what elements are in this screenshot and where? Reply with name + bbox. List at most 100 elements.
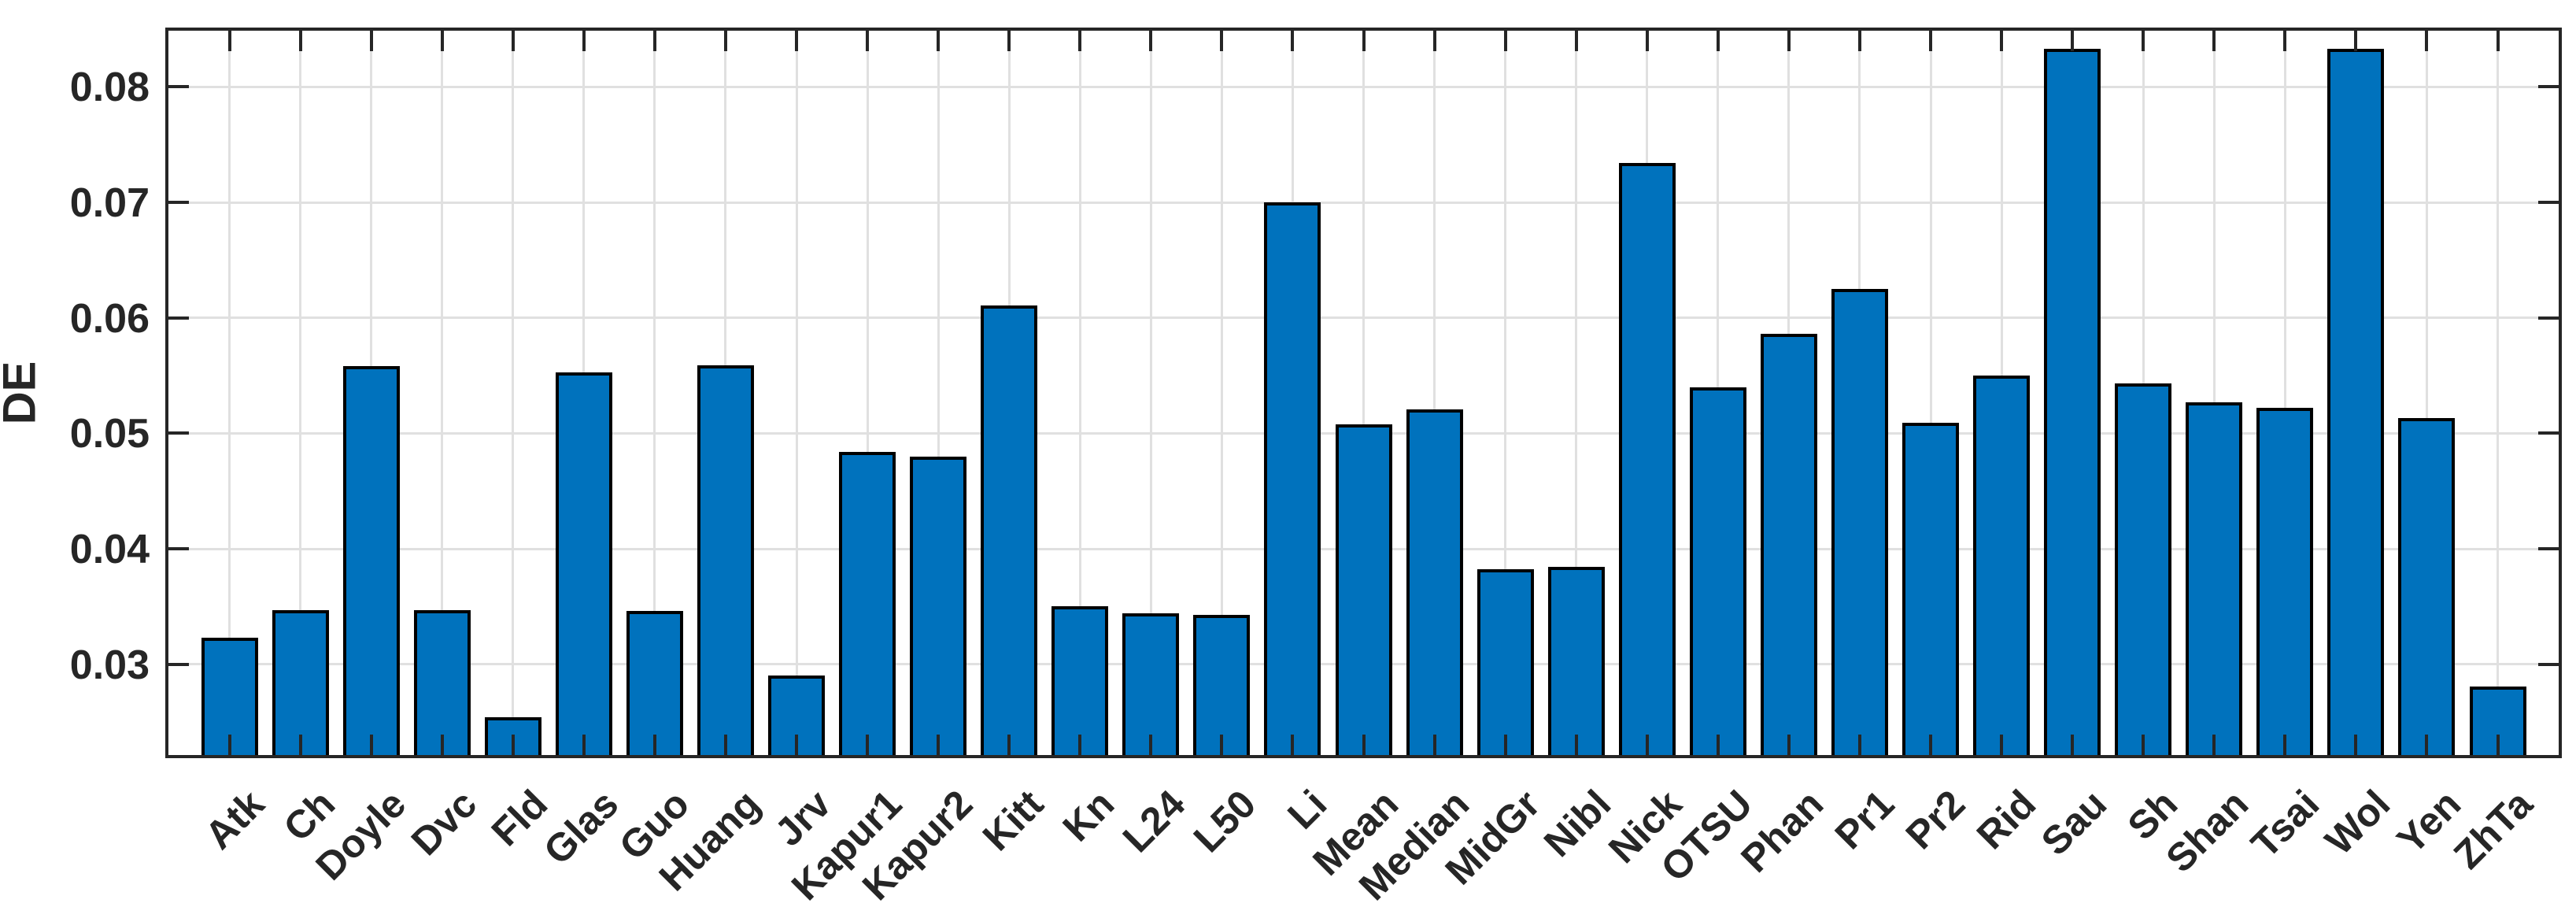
y-tick-right bbox=[2538, 85, 2559, 89]
x-tick-bottom bbox=[1787, 735, 1791, 755]
bar-Phan bbox=[1760, 334, 1817, 757]
x-gridline bbox=[866, 31, 869, 755]
x-gridline bbox=[795, 31, 798, 755]
bar-Median bbox=[1406, 409, 1463, 757]
bar-Nick bbox=[1618, 163, 1676, 757]
x-tick-top bbox=[937, 31, 941, 51]
bar-Li bbox=[1264, 202, 1321, 757]
x-tick-top bbox=[1220, 31, 1224, 51]
bar-Pr2 bbox=[1902, 423, 1959, 757]
x-tick-bottom bbox=[440, 735, 444, 755]
x-tick-bottom bbox=[1291, 735, 1295, 755]
x-tick-bottom bbox=[795, 735, 798, 755]
x-tick-bottom bbox=[1432, 735, 1436, 755]
bar-ZhTa bbox=[2469, 686, 2526, 757]
x-tick-top bbox=[1787, 31, 1791, 51]
x-gridline bbox=[1504, 31, 1507, 755]
bar-OTSU bbox=[1689, 387, 1746, 757]
x-tick-bottom bbox=[2496, 735, 2500, 755]
x-gridline bbox=[1078, 31, 1081, 755]
x-tick-bottom bbox=[723, 735, 727, 755]
bar-Shan bbox=[2186, 402, 2243, 757]
x-tick-top bbox=[369, 31, 373, 51]
y-tick-left bbox=[168, 85, 189, 89]
x-gridline bbox=[441, 31, 444, 755]
x-tick-top bbox=[2000, 31, 2004, 51]
x-gridline bbox=[2425, 31, 2428, 755]
x-tick-bottom bbox=[298, 735, 302, 755]
y-tick-label: 0.07 bbox=[69, 180, 150, 226]
x-tick-top bbox=[2425, 31, 2429, 51]
bar-Huang bbox=[697, 365, 754, 757]
x-tick-bottom bbox=[1574, 735, 1578, 755]
x-tick-bottom bbox=[652, 735, 656, 755]
bar-Sau bbox=[2044, 48, 2101, 757]
y-tick-right bbox=[2538, 431, 2559, 435]
x-gridline bbox=[2212, 31, 2216, 755]
plot-area-border bbox=[165, 28, 2562, 758]
x-tick-bottom bbox=[227, 735, 231, 755]
x-tick-bottom bbox=[2000, 735, 2004, 755]
bar-Nibl bbox=[1547, 567, 1605, 757]
x-tick-bottom bbox=[2212, 735, 2216, 755]
bar-L24 bbox=[1122, 613, 1180, 757]
bar-Doyle bbox=[342, 366, 400, 757]
x-tick-top bbox=[2212, 31, 2216, 51]
x-tick-bottom bbox=[1362, 735, 1366, 755]
y-tick-label: 0.08 bbox=[69, 65, 150, 111]
y-tick-label: 0.06 bbox=[69, 295, 150, 342]
bar-Kitt bbox=[981, 305, 1038, 757]
x-gridline bbox=[1433, 31, 1436, 755]
x-tick-top bbox=[1857, 31, 1861, 51]
x-tick-top bbox=[1149, 31, 1153, 51]
bar-Rid bbox=[1973, 376, 2031, 757]
x-tick-top bbox=[1716, 31, 1720, 51]
x-tick-bottom bbox=[2283, 735, 2287, 755]
x-tick-bottom bbox=[1220, 735, 1224, 755]
y-tick-right bbox=[2538, 547, 2559, 550]
x-tick-top bbox=[652, 31, 656, 51]
y-tick-left bbox=[168, 431, 189, 435]
x-tick-bottom bbox=[2354, 735, 2358, 755]
x-tick-top bbox=[1503, 31, 1507, 51]
y-tick-label: 0.03 bbox=[69, 642, 150, 688]
x-gridline bbox=[1929, 31, 1932, 755]
x-tick-top bbox=[723, 31, 727, 51]
x-tick-bottom bbox=[937, 735, 941, 755]
bar-Kapur1 bbox=[839, 451, 896, 757]
bar-MidGr bbox=[1476, 569, 1534, 757]
x-tick-top bbox=[866, 31, 870, 51]
x-gridline bbox=[1575, 31, 1578, 755]
bar-Sh bbox=[2115, 383, 2172, 757]
x-tick-top bbox=[1929, 31, 1932, 51]
bar-Mean bbox=[1335, 424, 1392, 757]
bar-Guo bbox=[626, 611, 683, 757]
y-tick-right bbox=[2538, 662, 2559, 666]
x-tick-bottom bbox=[369, 735, 373, 755]
x-tick-top bbox=[227, 31, 231, 51]
x-tick-top bbox=[440, 31, 444, 51]
x-tick-top bbox=[1432, 31, 1436, 51]
bar-Yen bbox=[2398, 418, 2456, 757]
bar-Wol bbox=[2327, 48, 2385, 757]
x-tick-bottom bbox=[1929, 735, 1932, 755]
x-tick-bottom bbox=[1007, 735, 1011, 755]
x-tick-top bbox=[2354, 31, 2358, 51]
y-tick-label: 0.05 bbox=[69, 411, 150, 457]
x-tick-top bbox=[298, 31, 302, 51]
x-tick-top bbox=[795, 31, 798, 51]
x-tick-bottom bbox=[1857, 735, 1861, 755]
bar-Pr1 bbox=[1831, 289, 1888, 757]
x-gridline bbox=[1220, 31, 1223, 755]
x-gridline bbox=[1362, 31, 1365, 755]
x-tick-bottom bbox=[1645, 735, 1649, 755]
bar-Tsai bbox=[2256, 408, 2314, 757]
x-tick-top bbox=[2142, 31, 2145, 51]
bar-Glas bbox=[555, 372, 612, 757]
x-gridline bbox=[653, 31, 656, 755]
x-tick-top bbox=[1645, 31, 1649, 51]
bar-Kn bbox=[1051, 606, 1109, 757]
y-tick-right bbox=[2538, 316, 2559, 320]
y-tick-left bbox=[168, 547, 189, 550]
